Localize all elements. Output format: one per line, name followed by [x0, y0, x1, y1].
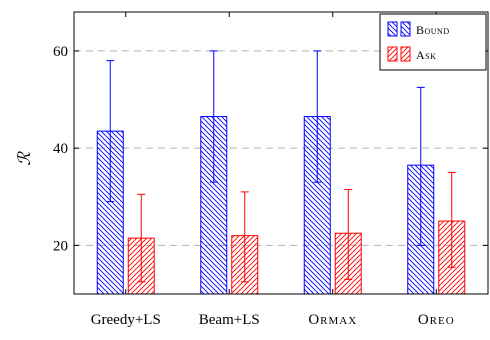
x-tick-label: Beam+LS [199, 312, 260, 328]
x-tick-label: Greedy+LS [91, 312, 161, 328]
y-tick-label: 20 [53, 238, 68, 254]
x-tick-label: Ormax [308, 312, 357, 328]
x-tick-label: Oreo [418, 312, 455, 328]
legend-box [379, 13, 487, 71]
legend-swatch [400, 21, 411, 37]
legend-label: Bound [416, 23, 450, 37]
legend-swatch [387, 21, 398, 37]
y-tick-label: 60 [53, 44, 68, 60]
plot-frame [73, 11, 489, 295]
legend-swatch [387, 46, 398, 62]
legend-swatch [400, 46, 411, 62]
y-axis-label: ℛ [15, 151, 34, 166]
y-tick-label: 40 [53, 141, 68, 157]
legend-label: Ask [416, 48, 436, 62]
